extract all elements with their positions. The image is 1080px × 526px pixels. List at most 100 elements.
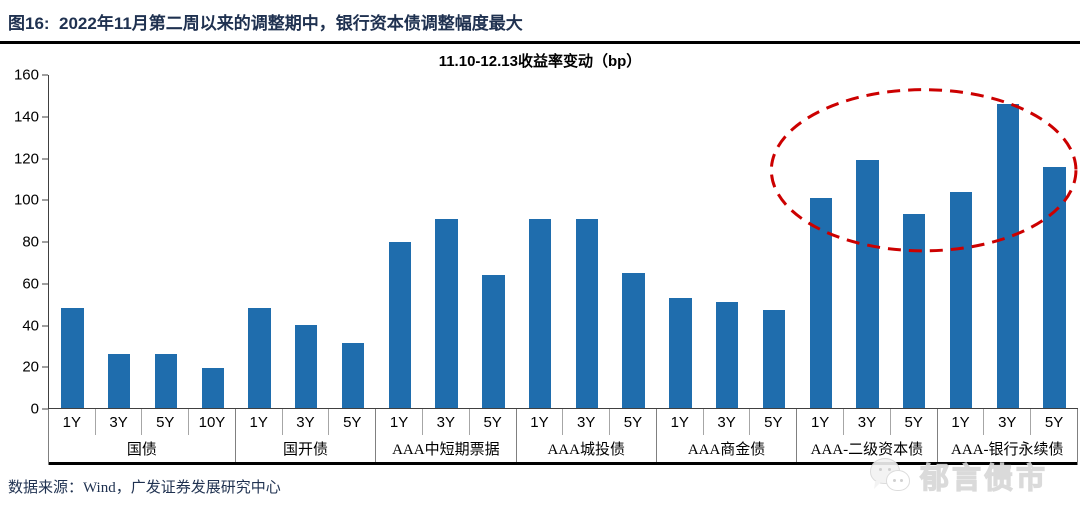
bar-国债-5Y	[154, 353, 178, 408]
y-tick: 40	[6, 317, 48, 334]
bar-AAA中短期票据-5Y	[482, 274, 505, 408]
x-tick-label: 5Y	[142, 409, 190, 435]
bar-slot	[236, 75, 283, 408]
bar-slot	[423, 75, 470, 408]
bar-slot	[283, 75, 330, 408]
x-tick-label: 1Y	[236, 409, 283, 435]
y-tick-mark	[42, 283, 48, 285]
x-tick-label: 1Y	[376, 409, 423, 435]
y-tick-label: 60	[22, 275, 39, 293]
tick-group: 1Y 3Y 5Y	[938, 409, 1077, 435]
bar-AAA中短期票据-3Y	[435, 218, 458, 408]
bar-slot	[96, 75, 143, 408]
y-tick-mark	[42, 366, 48, 368]
bar-国债-1Y	[61, 308, 84, 408]
x-group-row: 国债 国开债 AAA中短期票据 AAA城投债 AAA商金债 AAA-二级资本债 AAA-银行…	[49, 435, 1077, 465]
tick-group: 1Y 3Y 5Y	[517, 409, 657, 435]
bar-slot	[844, 75, 891, 408]
x-tick-label: 3Y	[844, 409, 891, 435]
bar-AAA-二级资本债-1Y	[809, 197, 832, 408]
bar-slot	[376, 75, 423, 408]
x-group-label: 国开债	[236, 435, 377, 462]
bar-slot	[330, 75, 377, 408]
y-tick: 20	[6, 359, 48, 376]
bar-slot	[891, 75, 938, 408]
x-group-label: AAA-二级资本债	[797, 435, 938, 462]
bar-AAA商金债-3Y	[715, 301, 739, 408]
bar-group	[49, 75, 236, 408]
chart-title: 11.10-12.13收益率变动（bp）	[438, 53, 642, 70]
tick-group: 1Y 3Y 5Y 10Y	[49, 409, 236, 435]
watermark-text: 郁言债市	[919, 462, 1048, 495]
x-group-label: AAA-银行永续债	[951, 442, 1064, 458]
bar-group	[376, 75, 516, 408]
y-tick: 80	[6, 234, 48, 251]
y-tick-mark	[42, 241, 48, 243]
tick-group: 1Y 3Y 5Y	[376, 409, 517, 435]
bar-AAA城投债-3Y	[575, 218, 599, 408]
bar-AAA商金债-1Y	[669, 297, 692, 408]
bar-国债-3Y	[107, 353, 131, 408]
bar-国开债-3Y	[295, 324, 318, 408]
y-tick-label: 0	[30, 400, 39, 418]
bar-slot	[1031, 75, 1078, 408]
bar-slot	[751, 75, 798, 408]
watermark: 郁言债市	[869, 455, 1048, 497]
bar-slot	[517, 75, 564, 408]
y-tick: 0	[6, 401, 48, 418]
bar-group	[236, 75, 376, 408]
bar-AAA-二级资本债-5Y	[903, 214, 926, 408]
bar-slot	[563, 75, 610, 408]
y-tick-label: 80	[22, 233, 39, 251]
x-tick-label: 5Y	[483, 413, 502, 431]
bar-slot	[984, 75, 1031, 408]
bar-group	[797, 75, 937, 408]
x-group-label: AAA城投债	[517, 435, 657, 462]
x-tick-label: 3Y	[423, 409, 470, 435]
bar-slot	[797, 75, 844, 408]
bar-group	[517, 75, 657, 408]
bars-row	[49, 75, 1078, 408]
x-tick-label: 3Y	[984, 409, 1032, 435]
plot-area	[48, 75, 1078, 409]
bar-slot	[610, 75, 657, 408]
x-tick-label: 3Y	[96, 409, 143, 435]
y-tick-label: 120	[13, 150, 39, 167]
bar-slot	[470, 75, 517, 408]
bar-AAA-二级资本债-3Y	[856, 160, 879, 408]
y-tick-mark	[42, 325, 48, 326]
x-tick-label: 3Y	[704, 409, 751, 435]
bar-slot	[938, 75, 985, 408]
x-axis: 1Y 3Y 5Y 10Y 1Y 3Y 5Y 1Y 3Y 5Y 1Y 3Y 5Y 1Y 3Y 5Y 1Y 3Y 5Y 1…	[48, 409, 1078, 465]
x-tick-label: 1Y	[49, 409, 96, 435]
bar-slot	[704, 75, 751, 408]
bar-AAA城投债-1Y	[528, 218, 552, 408]
bar-国债-10Y	[201, 368, 224, 408]
figure-header: 图16: 2022年11月第二周以来的调整期中，银行资本债调整幅度最大	[0, 0, 1080, 44]
data-source: 数据来源：Wind，广发证券发展研究中心	[8, 480, 281, 496]
x-group-label: 国债	[49, 435, 236, 462]
bar-AAA城投债-5Y	[622, 272, 645, 408]
y-tick-label: 100	[13, 191, 39, 209]
x-tick-row: 1Y 3Y 5Y 10Y 1Y 3Y 5Y 1Y 3Y 5Y 1Y 3Y 5Y 1Y 3Y 5Y 1Y 3Y 5Y 1…	[49, 409, 1077, 435]
x-group-label: AAA中短期票据	[376, 435, 517, 462]
bar-slot	[657, 75, 704, 408]
bar-AAA-银行永续债-5Y	[1043, 166, 1066, 408]
x-group-label: AAA商金债	[657, 435, 798, 462]
y-axis: 160 140 120 100 80 60 40 20 0	[6, 67, 48, 418]
x-tick-label: 5Y	[623, 413, 643, 431]
x-tick-label: 1Y	[797, 409, 845, 435]
wechat-icon	[869, 456, 914, 496]
y-tick-label: 40	[22, 317, 39, 334]
x-tick-label: 5Y	[904, 413, 923, 431]
x-tick-label: 1Y	[938, 409, 985, 435]
tick-group: 1Y 3Y 5Y	[236, 409, 377, 435]
x-tick-label: 3Y	[563, 409, 611, 435]
bar-slot	[143, 75, 190, 408]
tick-group: 1Y 3Y 5Y	[657, 409, 798, 435]
bar-AAA中短期票据-1Y	[388, 241, 411, 408]
x-tick-label: 10Y	[198, 413, 226, 431]
figure-title: 图16: 2022年11月第二周以来的调整期中，银行资本债调整幅度最大	[8, 14, 523, 33]
bar-国开债-5Y	[341, 343, 365, 408]
